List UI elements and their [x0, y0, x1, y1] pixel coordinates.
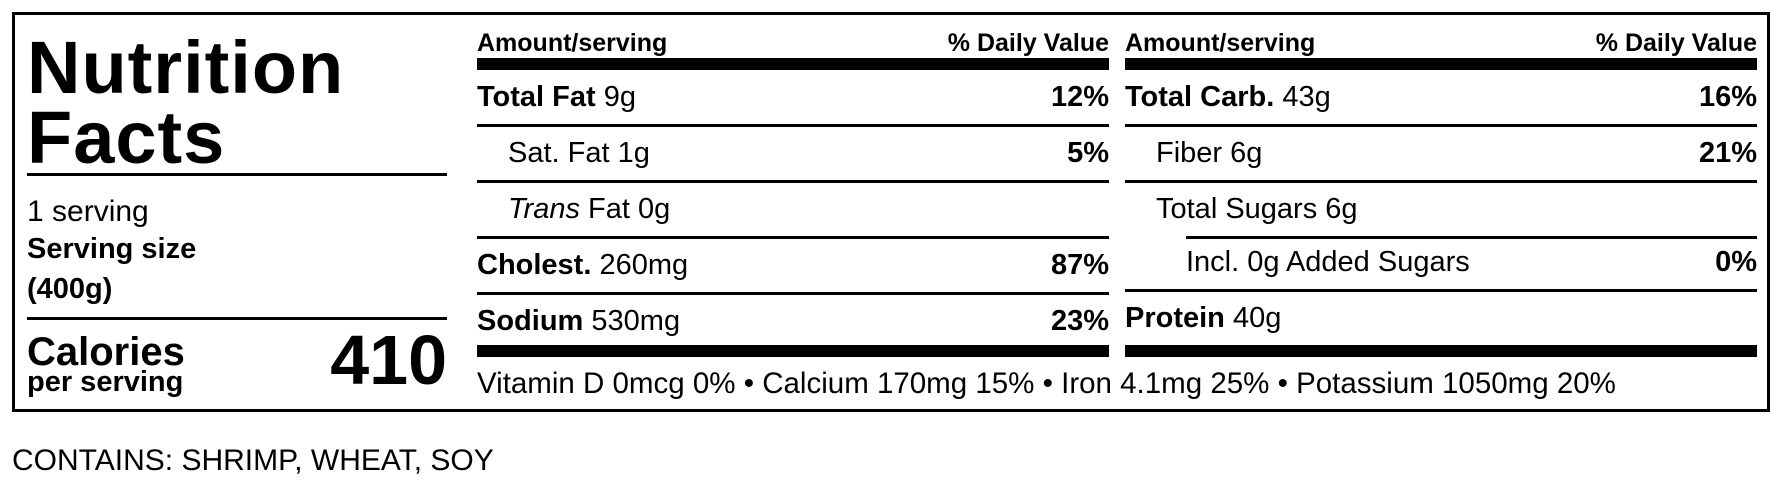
nutrient-row: Protein 40g — [1125, 292, 1757, 345]
nutrient-amount: 40g — [1232, 302, 1282, 334]
nutrient-name: Total Sugars — [1156, 193, 1318, 225]
nutrient-name: Cholest. — [477, 249, 592, 281]
nutrient-row: Fiber 6g 21% — [1125, 127, 1757, 183]
nutrient-row: Cholest. 260mg 87% — [477, 239, 1109, 295]
table-header: Amount/serving % Daily Value — [1125, 29, 1757, 58]
nutrient-dv: 16% — [1698, 81, 1757, 113]
header-daily-value: % Daily Value — [1595, 29, 1757, 57]
nutrient-amount: 6g — [1230, 137, 1263, 169]
nutrient-name: Sodium — [477, 305, 584, 337]
header-amount: Amount/serving — [1125, 29, 1316, 57]
nutrient-row: Trans Fat 0g — [477, 183, 1109, 239]
nutrient-row: Sat. Fat 1g 5% — [477, 127, 1109, 183]
calories-text: Calories — [27, 330, 185, 374]
nutrient-dv: 12% — [1050, 81, 1109, 113]
nutrient-dv: 87% — [1050, 249, 1109, 281]
thick-divider — [477, 58, 1109, 70]
thick-divider — [477, 345, 1109, 357]
nutrient-row: Total Fat 9g 12% — [477, 71, 1109, 127]
nutrient-name: Protein — [1125, 302, 1225, 334]
nutrient-row: Total Carb. 43g 16% — [1125, 71, 1757, 127]
nutrient-amount: 1g — [617, 137, 650, 169]
nutrient-dv: 23% — [1050, 305, 1109, 337]
title-line-2: Facts — [27, 96, 226, 179]
header-amount: Amount/serving — [477, 29, 668, 57]
panel-title: Nutrition Facts — [27, 26, 447, 179]
divider — [27, 317, 447, 320]
nutrient-row: Total Sugars 6g — [1125, 183, 1757, 239]
nutrient-dv: 0% — [1715, 246, 1757, 278]
nutrient-dv: 21% — [1698, 137, 1757, 169]
nutrient-name: Total Fat — [477, 81, 596, 113]
title-line-1: Nutrition — [27, 26, 345, 109]
nutrient-amount: 260mg — [599, 249, 689, 281]
nutrient-amount: 6g — [1325, 193, 1358, 225]
nutrient-name: Incl. 0g Added Sugars — [1186, 246, 1470, 278]
divider — [27, 173, 447, 176]
nutrient-amount: Fat 0g — [588, 193, 671, 225]
calories-subtext: per serving — [27, 366, 184, 398]
nutrient-name: Trans — [508, 193, 580, 225]
thick-divider — [1125, 58, 1757, 70]
nutrient-name: Total Carb. — [1125, 81, 1275, 113]
calories-value: 410 — [330, 321, 447, 399]
nutrient-amount: 530mg — [591, 305, 681, 337]
nutrient-dv: 5% — [1067, 137, 1109, 169]
nutrient-row: Incl. 0g Added Sugars 0% — [1125, 236, 1757, 292]
nutrient-name: Fiber — [1156, 137, 1223, 169]
calories-label: Calories per serving — [27, 330, 185, 398]
nutrient-row: Sodium 530mg 23% — [477, 295, 1109, 348]
summary-column: Nutrition Facts 1 serving Serving size (… — [27, 15, 447, 397]
header-daily-value: % Daily Value — [947, 29, 1109, 57]
table-header: Amount/serving % Daily Value — [477, 29, 1109, 58]
serving-size-value: (400g) — [27, 273, 113, 305]
servings-count: 1 serving — [27, 195, 149, 228]
serving-size-label: Serving size — [27, 233, 197, 265]
thick-divider — [1125, 345, 1757, 357]
nutrient-amount: 43g — [1282, 81, 1331, 113]
vitamins-minerals: Vitamin D 0mcg 0% • Calcium 170mg 15% • … — [477, 367, 1616, 400]
nutrient-amount: 9g — [603, 81, 637, 113]
nutrition-facts-panel: Nutrition Facts 1 serving Serving size (… — [12, 12, 1770, 412]
allergen-statement: CONTAINS: SHRIMP, WHEAT, SOY — [12, 444, 494, 477]
nutrient-name: Sat. Fat — [508, 137, 610, 169]
